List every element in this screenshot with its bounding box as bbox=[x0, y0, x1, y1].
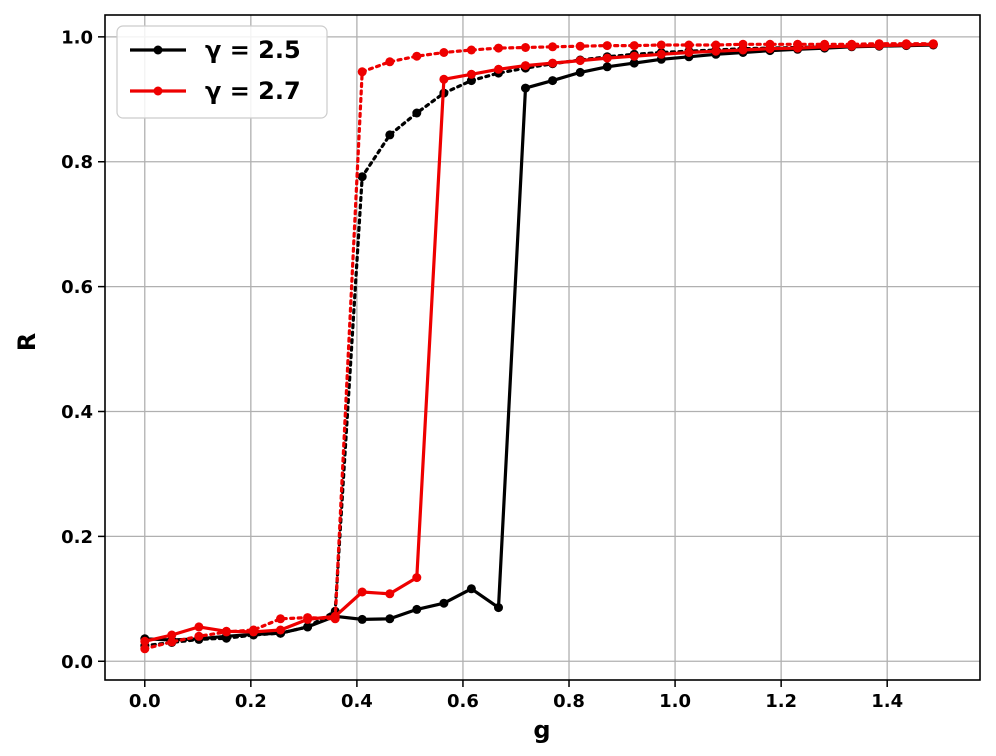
data-point bbox=[548, 42, 558, 52]
data-point bbox=[357, 614, 367, 624]
series-layer bbox=[140, 39, 938, 654]
data-point bbox=[738, 39, 748, 49]
series-2-solid bbox=[140, 39, 938, 646]
data-point bbox=[521, 61, 530, 71]
data-point bbox=[303, 613, 313, 623]
data-point bbox=[385, 589, 395, 599]
y-tick-label: 0.4 bbox=[61, 402, 93, 423]
data-point bbox=[874, 39, 884, 49]
data-point bbox=[548, 58, 558, 68]
data-point bbox=[357, 172, 367, 182]
data-point bbox=[140, 636, 150, 646]
data-point bbox=[793, 39, 803, 49]
data-point bbox=[466, 76, 476, 86]
data-point bbox=[847, 39, 857, 49]
y-tick-label: 0.2 bbox=[61, 527, 93, 548]
data-point bbox=[901, 39, 911, 49]
data-point bbox=[494, 64, 503, 74]
legend-label-gamma-2-7: γ = 2.7 bbox=[205, 77, 301, 105]
y-tick-label: 0.6 bbox=[61, 277, 93, 298]
data-point bbox=[629, 51, 639, 61]
data-point bbox=[412, 604, 422, 614]
y-tick-label: 0.0 bbox=[61, 652, 93, 673]
data-point bbox=[602, 41, 612, 51]
data-point bbox=[494, 603, 503, 613]
data-point bbox=[466, 45, 476, 55]
x-tick-label: 0.8 bbox=[553, 691, 585, 712]
data-point bbox=[684, 48, 694, 57]
data-point bbox=[820, 39, 830, 49]
data-point bbox=[221, 633, 231, 643]
data-point bbox=[521, 83, 530, 93]
plot-frame bbox=[104, 14, 981, 681]
data-point bbox=[575, 41, 585, 51]
data-point bbox=[194, 622, 204, 632]
data-point bbox=[357, 587, 367, 597]
x-tick-label: 0.4 bbox=[341, 691, 373, 712]
data-point bbox=[167, 630, 177, 640]
x-tick-label: 1.4 bbox=[871, 691, 903, 712]
y-tick-label: 1.0 bbox=[61, 27, 93, 48]
data-point bbox=[629, 41, 639, 51]
series-3-dotted bbox=[140, 39, 938, 654]
data-point bbox=[357, 67, 367, 77]
data-point bbox=[602, 53, 612, 63]
grid bbox=[105, 15, 980, 680]
data-point bbox=[711, 40, 721, 50]
data-point bbox=[276, 614, 285, 624]
legend-label-gamma-2-5: γ = 2.5 bbox=[205, 36, 301, 64]
data-point bbox=[385, 130, 395, 140]
data-point bbox=[412, 108, 422, 118]
data-point bbox=[140, 644, 150, 654]
x-tick-label: 0.6 bbox=[447, 691, 479, 712]
y-axis-label: R bbox=[13, 333, 41, 351]
data-point bbox=[711, 46, 721, 56]
x-tick-label: 1.2 bbox=[765, 691, 797, 712]
data-point bbox=[629, 58, 639, 68]
data-point bbox=[494, 43, 503, 53]
data-point bbox=[656, 49, 666, 59]
data-point bbox=[575, 56, 585, 66]
data-point bbox=[330, 614, 340, 624]
data-point bbox=[249, 625, 258, 635]
data-point bbox=[303, 622, 313, 632]
y-tick-label: 0.8 bbox=[61, 152, 93, 173]
data-point bbox=[439, 598, 449, 608]
x-tick-label: 0.2 bbox=[235, 691, 267, 712]
x-tick-label: 1.0 bbox=[659, 691, 691, 712]
data-point bbox=[412, 573, 422, 583]
data-point bbox=[194, 631, 204, 641]
data-point bbox=[602, 62, 612, 72]
legend-marker-gamma-2-5 bbox=[153, 45, 163, 55]
data-point bbox=[656, 40, 666, 50]
data-point bbox=[221, 627, 231, 637]
data-point bbox=[439, 74, 449, 84]
data-point bbox=[385, 57, 395, 67]
data-point bbox=[548, 76, 558, 86]
data-point bbox=[276, 625, 285, 635]
data-point bbox=[167, 637, 177, 647]
data-point bbox=[466, 584, 476, 594]
data-point bbox=[928, 39, 938, 49]
x-tick-label: 0.0 bbox=[129, 691, 161, 712]
ticks: 0.0 0.2 0.4 0.6 0.8 1.0 1.2 1.4 0.0 0.2 0.4 0.6 0.8 1… bbox=[61, 27, 903, 712]
data-point bbox=[412, 51, 422, 61]
legend-marker-gamma-2-7 bbox=[153, 86, 163, 96]
data-point bbox=[521, 43, 530, 52]
x-axis-label: g bbox=[533, 716, 550, 744]
data-point bbox=[575, 67, 585, 77]
legend: γ = 2.5 γ = 2.7 bbox=[116, 25, 328, 119]
data-point bbox=[466, 69, 476, 79]
series-line bbox=[144, 42, 934, 643]
data-point bbox=[684, 40, 694, 50]
data-point bbox=[439, 48, 449, 57]
data-point bbox=[765, 39, 775, 49]
data-point bbox=[385, 614, 395, 624]
